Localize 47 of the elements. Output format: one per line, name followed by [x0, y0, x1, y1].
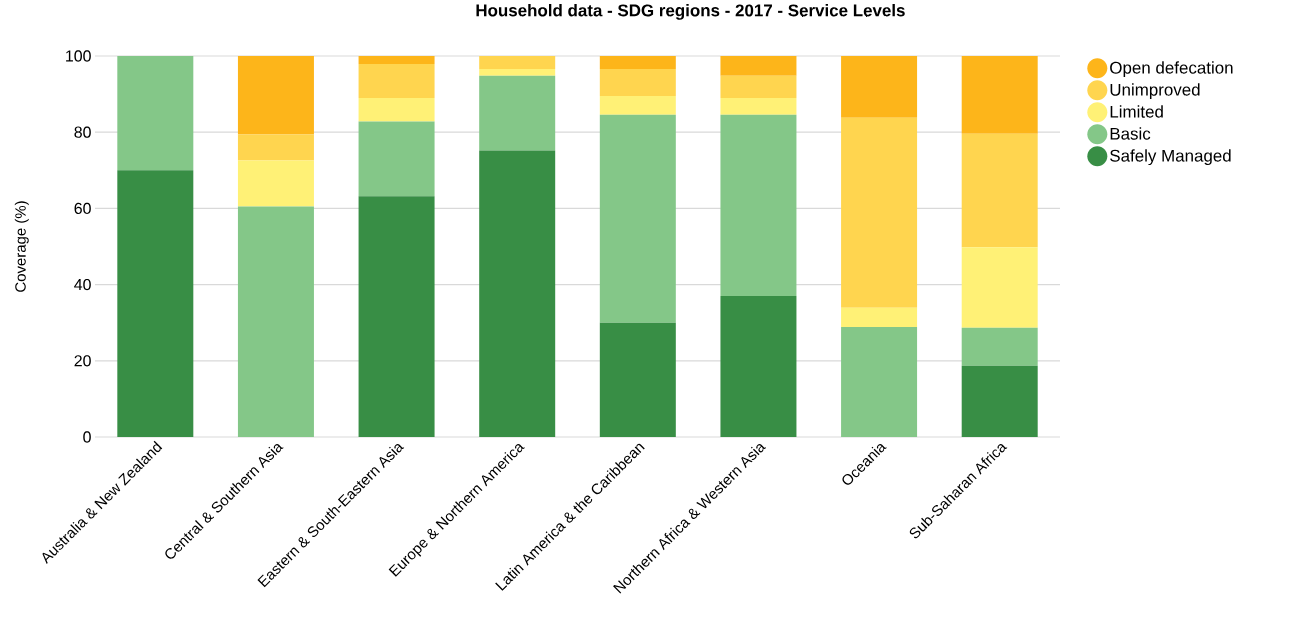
bar	[720, 114, 797, 297]
y-tick-label: 80	[74, 126, 91, 138]
bar	[237, 56, 314, 135]
y-axis-title: Coverage (%)	[14, 201, 29, 292]
legend-label: Basic	[1110, 127, 1151, 140]
bar	[358, 121, 435, 197]
bar	[479, 68, 556, 76]
bar	[720, 97, 797, 115]
y-tick-label: 0	[83, 431, 91, 443]
bar	[841, 117, 918, 308]
bar	[358, 64, 435, 98]
bar	[479, 56, 556, 69]
y-tick-label: 100	[66, 50, 91, 62]
bar	[961, 56, 1038, 134]
bar	[599, 322, 676, 437]
bar	[599, 114, 676, 323]
bar	[841, 326, 918, 437]
bar	[720, 56, 797, 76]
bar	[479, 75, 556, 151]
chart-title: Household data - SDG regions - 2017 - Service Levels	[476, 3, 905, 20]
y-tick-label: 40	[74, 278, 91, 291]
bar	[358, 56, 435, 64]
bar	[841, 56, 918, 118]
bar	[117, 170, 194, 437]
bar	[961, 327, 1038, 366]
bar	[599, 68, 676, 96]
y-tick-label: 60	[74, 202, 91, 215]
bar	[599, 96, 676, 115]
bar	[961, 133, 1038, 248]
legend-label: Unimproved	[1110, 83, 1200, 100]
bar	[841, 307, 918, 327]
legend-label: Safely Managed	[1110, 149, 1231, 166]
legend-label: Limited	[1110, 105, 1163, 118]
bar	[720, 75, 797, 98]
bar	[237, 134, 314, 161]
bar	[237, 160, 314, 207]
legend-label: Open defecation	[1110, 61, 1233, 78]
bar	[358, 196, 435, 437]
bar	[479, 150, 556, 437]
bar	[117, 56, 194, 171]
bar	[237, 206, 314, 437]
bar	[599, 56, 676, 69]
bar	[961, 247, 1038, 328]
bar	[961, 365, 1038, 437]
y-tick-label: 20	[74, 355, 91, 367]
bar	[358, 97, 435, 122]
bar	[720, 296, 797, 437]
